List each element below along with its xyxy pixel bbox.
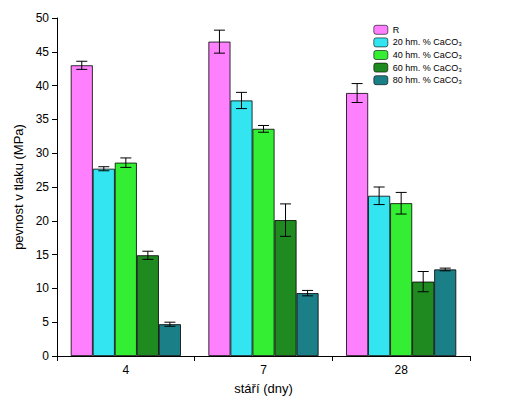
svg-text:10: 10 xyxy=(36,281,50,295)
svg-text:35: 35 xyxy=(36,112,50,126)
svg-text:25: 25 xyxy=(36,180,50,194)
svg-text:20: 20 xyxy=(36,214,50,228)
svg-text:40 hm. % CaCO₃: 40 hm. % CaCO₃ xyxy=(393,50,463,60)
svg-text:60 hm. % CaCO₃: 60 hm. % CaCO₃ xyxy=(393,63,463,73)
svg-text:stáří (dny): stáří (dny) xyxy=(234,381,293,396)
svg-text:0: 0 xyxy=(42,349,49,363)
svg-text:pevnost v tlaku (MPa): pevnost v tlaku (MPa) xyxy=(11,124,26,250)
svg-text:40: 40 xyxy=(36,79,50,93)
svg-text:20 hm. % CaCO₃: 20 hm. % CaCO₃ xyxy=(393,37,463,47)
svg-text:80 hm. % CaCO₃: 80 hm. % CaCO₃ xyxy=(393,75,463,85)
svg-text:R: R xyxy=(393,25,400,35)
svg-text:50: 50 xyxy=(36,11,50,25)
svg-text:5: 5 xyxy=(42,315,49,329)
svg-text:30: 30 xyxy=(36,146,50,160)
svg-text:45: 45 xyxy=(36,45,50,59)
svg-text:15: 15 xyxy=(36,248,50,262)
svg-text:7: 7 xyxy=(260,363,267,377)
svg-text:4: 4 xyxy=(122,363,129,377)
svg-text:28: 28 xyxy=(394,363,408,377)
